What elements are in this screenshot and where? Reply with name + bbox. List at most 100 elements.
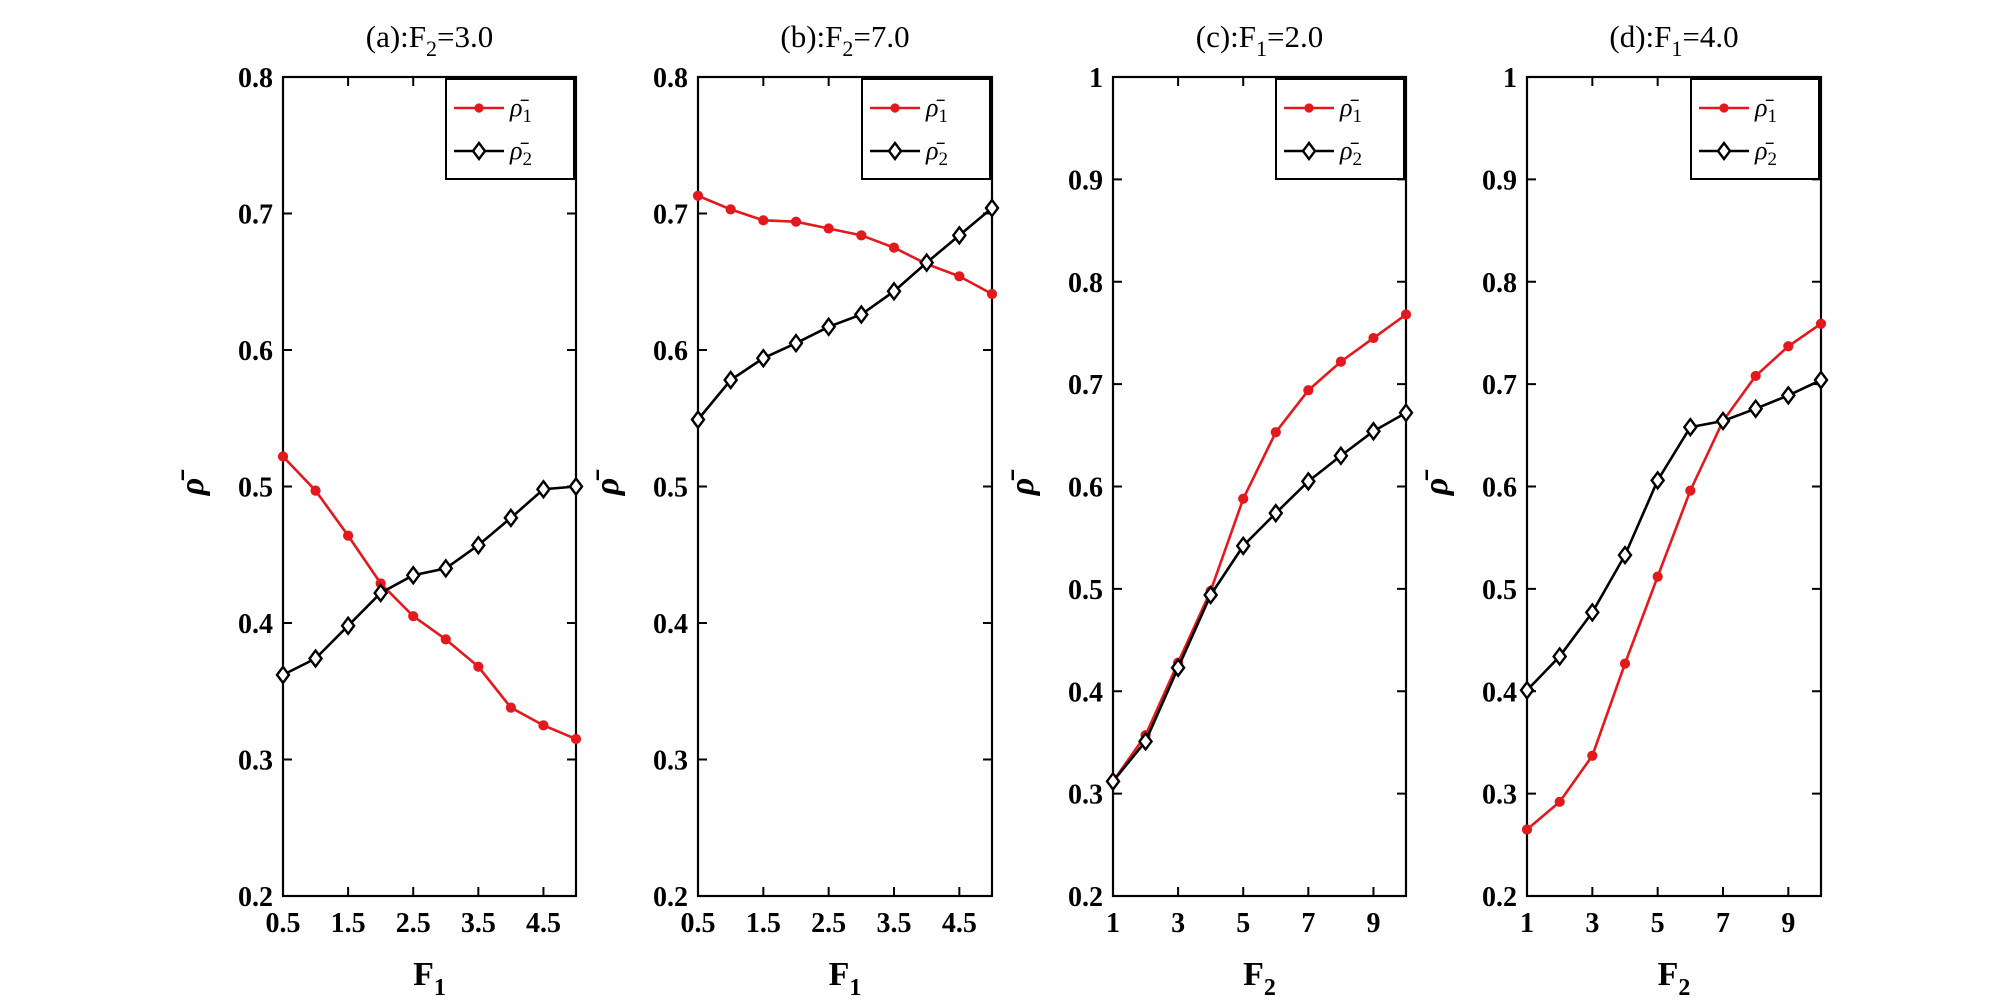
legend-swatch-marker [1304, 103, 1314, 113]
y-tick-label: 0.6 [238, 336, 273, 367]
y-tick-label: 0.6 [1068, 473, 1103, 504]
x-tick-label: 2.5 [396, 908, 431, 939]
y-tick-label: 0.3 [238, 746, 273, 777]
y-axis-label: ρ̄ [1004, 469, 1041, 497]
y-axis-label: ρ̄ [589, 469, 626, 497]
y-tick-label: 0.5 [1482, 575, 1517, 606]
data-point-series-1 [1521, 824, 1533, 835]
data-point-series-1 [1270, 427, 1281, 438]
x-tick-label: 9 [1366, 908, 1380, 939]
legend-swatch-marker [471, 141, 487, 161]
data-point-series-1 [823, 223, 834, 234]
data-point-series-2 [1813, 370, 1829, 391]
series-line-2 [696, 207, 993, 421]
legend-box [1690, 78, 1820, 180]
data-point-series-1 [1368, 332, 1379, 344]
y-tick-label: 0.3 [1482, 780, 1517, 811]
y-tick-label: 0.9 [1482, 165, 1517, 196]
data-point-series-2 [1682, 417, 1698, 438]
y-axis-label: ρ̄ [174, 469, 211, 497]
data-point-series-1 [1783, 341, 1794, 352]
x-tick-label: 3.5 [461, 908, 496, 939]
data-point-series-2 [1365, 421, 1381, 442]
data-point-series-1 [1303, 385, 1314, 396]
data-point-series-2 [568, 476, 584, 497]
legend-box [445, 78, 575, 180]
data-point-series-2 [1552, 646, 1568, 667]
y-tick-label: 0.2 [1482, 882, 1517, 913]
y-tick-label: 0.4 [238, 609, 273, 640]
data-point-series-2 [723, 370, 739, 391]
data-point-series-2 [1748, 398, 1764, 419]
data-point-series-2 [1105, 771, 1121, 792]
y-tick-label: 0.8 [238, 63, 273, 94]
chart-panel-3: 0.2 0.3 0.4 0.5 0.6 0.7 0.8 0.9 1 1 3 5 7 9 (c):F1=2.0… [1004, 19, 1414, 1001]
y-tick-label: 0.3 [1068, 780, 1103, 811]
x-tick-label: 2.5 [811, 908, 846, 939]
data-point-series-2 [1617, 545, 1633, 566]
data-point-series-2 [503, 507, 519, 528]
data-point-series-1 [343, 530, 354, 541]
legend-box [861, 78, 991, 180]
legend-swatch-marker [1716, 141, 1732, 161]
x-tick-label: 1.5 [331, 908, 366, 939]
data-point-series-1 [1619, 658, 1631, 669]
data-point-series-1 [1652, 571, 1663, 582]
data-point-series-1 [758, 215, 769, 226]
data-point-series-2 [373, 582, 389, 603]
panel-title: (a):F2=3.0 [366, 19, 494, 61]
x-tick-label: 3.5 [877, 908, 912, 939]
series-line-2 [1526, 378, 1822, 692]
data-point-series-2 [1170, 657, 1186, 678]
data-point-series-2 [951, 225, 967, 246]
y-tick-label: 0.2 [238, 882, 273, 913]
data-point-series-1 [1685, 485, 1696, 496]
data-point-series-2 [470, 535, 486, 556]
legend-swatch-marker [1719, 103, 1729, 113]
chart-panel-4: 0.2 0.3 0.4 0.5 0.6 0.7 0.8 0.9 1 1 3 5 7 9 (d):F1=4.0… [1418, 19, 1829, 1001]
y-tick-label: 0.6 [653, 336, 688, 367]
y-tick-label: 0.7 [238, 200, 273, 231]
x-tick-label: 0.5 [266, 908, 301, 939]
data-point-series-1 [473, 661, 484, 672]
data-point-series-2 [1715, 410, 1731, 431]
y-tick-label: 0.2 [653, 882, 688, 913]
x-tick-label: 5 [1651, 908, 1665, 939]
y-tick-label: 0.4 [1482, 677, 1517, 708]
x-tick-label: 1 [1106, 908, 1120, 939]
y-axis-label: ρ̄ [1418, 469, 1455, 497]
y-tick-label: 0.7 [1068, 370, 1103, 401]
data-point-series-1 [1400, 309, 1412, 320]
data-point-series-2 [1398, 402, 1414, 423]
data-point-series-2 [1780, 385, 1796, 406]
chart-panel-2: 0.2 0.3 0.4 0.5 0.6 0.7 0.8 0.5 1.5 2.5 3.5 4.5 (b):… [589, 19, 1000, 1001]
x-tick-label: 4.5 [526, 908, 561, 939]
x-tick-label: 5 [1236, 908, 1250, 939]
y-tick-label: 0.4 [1068, 677, 1103, 708]
data-point-series-2 [853, 304, 869, 325]
data-point-series-2 [1203, 585, 1219, 606]
x-tick-label: 4.5 [942, 908, 977, 939]
y-tick-label: 0.9 [1068, 165, 1103, 196]
data-point-series-1 [986, 288, 998, 300]
data-point-series-2 [405, 565, 421, 586]
series-line-1 [697, 194, 993, 296]
data-point-series-2 [308, 648, 324, 669]
x-tick-label: 1 [1520, 908, 1534, 939]
data-point-series-2 [1584, 602, 1600, 623]
data-point-series-2 [1333, 445, 1349, 466]
data-point-series-1 [505, 702, 516, 713]
data-point-series-1 [856, 230, 867, 241]
data-point-series-1 [277, 451, 289, 462]
series-line-1 [1111, 313, 1407, 783]
x-tick-label: 7 [1301, 908, 1315, 939]
data-point-series-1 [1587, 750, 1598, 761]
data-point-series-2 [275, 664, 291, 685]
data-point-series-1 [1335, 356, 1346, 367]
y-tick-label: 0.8 [653, 63, 688, 94]
panel-title: (d):F1=4.0 [1609, 19, 1738, 61]
y-tick-label: 0.6 [1482, 473, 1517, 504]
series-line-1 [282, 455, 577, 741]
y-tick-label: 0.5 [1068, 575, 1103, 606]
